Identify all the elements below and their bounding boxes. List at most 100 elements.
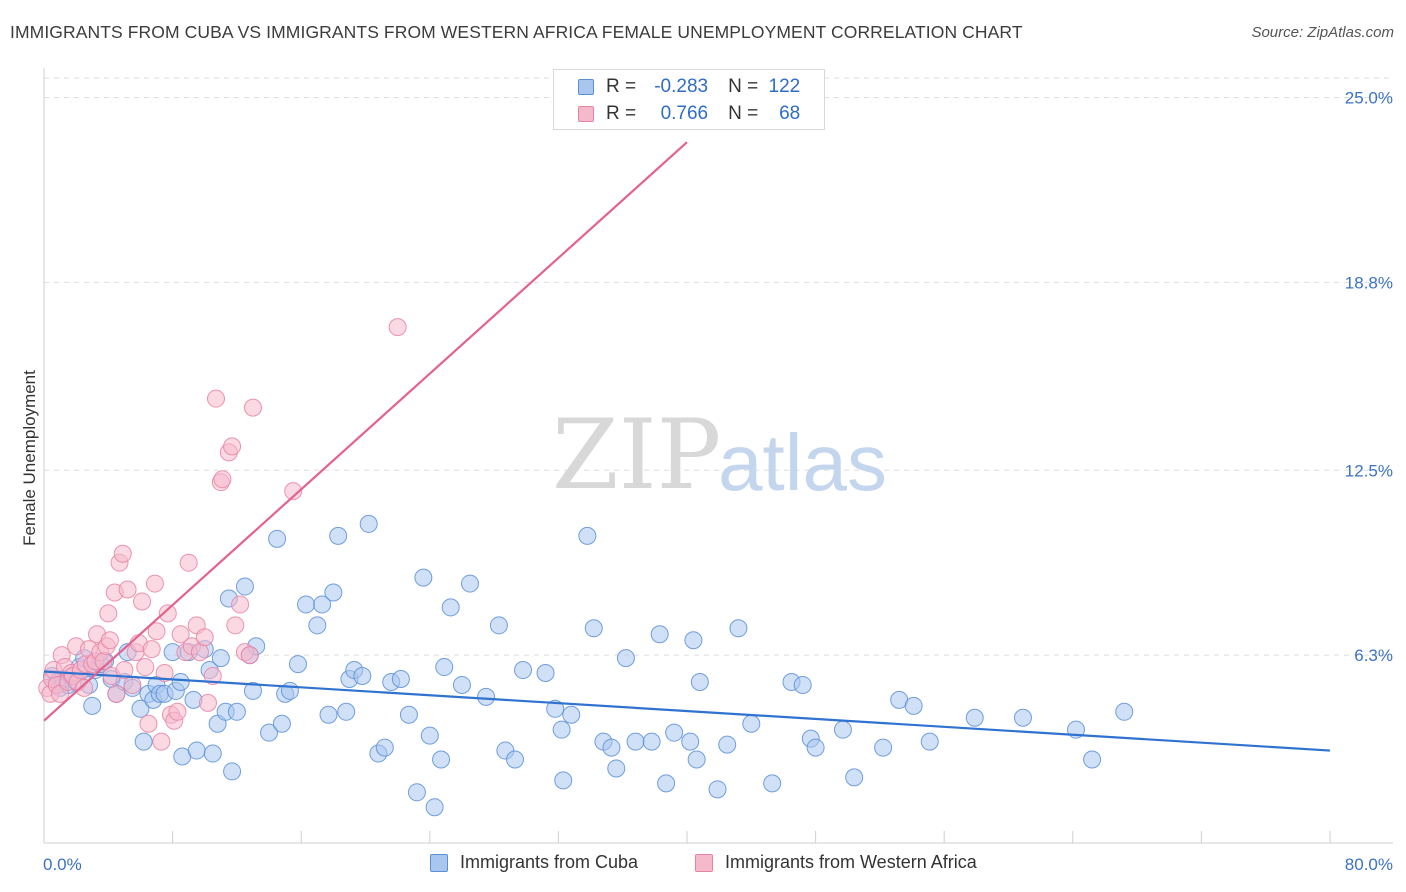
legend-row-western-africa: R = 0.766 N = 68 [578, 101, 800, 127]
cuba-point [391, 669, 410, 688]
cuba-point [407, 783, 426, 802]
cuba-point [268, 529, 287, 548]
cuba-point [554, 771, 573, 790]
series-legend-swatch-cuba [430, 853, 448, 872]
western-africa-point [133, 592, 152, 611]
cuba-point [435, 658, 454, 677]
cuba-point [489, 616, 508, 635]
western-africa-point [113, 544, 132, 563]
cuba-point [308, 616, 327, 635]
western-africa-point [158, 604, 177, 623]
watermark-atlas: atlas [718, 418, 887, 507]
cuba-point [227, 702, 246, 721]
watermark-zip: ZIP [552, 399, 721, 511]
western-africa-point [226, 616, 245, 635]
series-western-africa-points [38, 318, 407, 751]
cuba-point [684, 631, 703, 650]
cuba-point [650, 625, 669, 644]
watermark: ZIP atlas [552, 399, 887, 511]
gridlines [44, 77, 1393, 656]
western-africa-point [136, 658, 155, 677]
western-africa-point [179, 553, 198, 572]
cuba-point [460, 574, 479, 593]
cuba-point [425, 798, 444, 817]
western-africa-point [99, 604, 118, 623]
cuba-point [657, 774, 676, 793]
cuba-point [708, 780, 727, 799]
cuba-point [833, 720, 852, 739]
cuba-point [874, 738, 893, 757]
correlation-legend: R = -0.283 N = 122 R = 0.766 N = 68 [553, 69, 825, 130]
y-axis-title: Female Unemployment [20, 370, 39, 546]
cuba-point [171, 672, 190, 691]
cuba-point [1013, 708, 1032, 727]
x-tick-label-max: 80.0% [1345, 855, 1393, 874]
western-africa-point [107, 684, 126, 703]
cuba-point [546, 699, 565, 718]
series-legend-item-western-africa: Immigrants from Western Africa [695, 852, 977, 873]
cuba-point [324, 583, 343, 602]
western-africa-point [139, 714, 158, 733]
trendline-western-africa [43, 141, 688, 722]
cuba-point [187, 741, 206, 760]
cuba-point [965, 708, 984, 727]
legend-n-label: N = [728, 76, 759, 97]
cuba-point [83, 696, 102, 715]
western-africa-point [145, 574, 164, 593]
cuba-point [505, 750, 524, 769]
series-legend-item-cuba: Immigrants from Cuba [430, 852, 638, 873]
cuba-point [477, 687, 496, 706]
western-africa-point [243, 398, 262, 417]
western-africa-point [198, 693, 217, 712]
western-africa-point [171, 625, 190, 644]
cuba-point [687, 750, 706, 769]
series-legend: Immigrants from Cuba Immigrants from Wes… [0, 852, 1406, 878]
legend-swatch-cuba [578, 79, 594, 95]
legend-r-value-cuba: -0.283 [654, 76, 709, 97]
legend-r-label: R = [606, 103, 637, 124]
cuba-point [353, 667, 372, 686]
western-africa-point [142, 640, 161, 659]
y-tick-label: 25.0% [1345, 89, 1393, 108]
legend-row-cuba: R = -0.283 N = 122 [578, 74, 800, 100]
western-africa-point [223, 437, 242, 456]
cuba-point [562, 705, 581, 724]
cuba-point [223, 762, 242, 781]
cuba-point [763, 774, 782, 793]
cuba-point [452, 675, 471, 694]
cuba-point [904, 696, 923, 715]
western-africa-point [284, 482, 303, 501]
western-africa-point [240, 646, 259, 665]
cuba-point [420, 726, 439, 745]
cuba-point [280, 681, 299, 700]
cuba-point [375, 738, 394, 757]
cuba-point [793, 675, 812, 694]
cuba-point [729, 619, 748, 638]
western-africa-point [155, 664, 174, 683]
cuba-point [578, 526, 597, 545]
cuba-point [432, 750, 451, 769]
y-tick-labels: 6.3% 12.5% 18.8% 25.0% [1345, 89, 1393, 666]
western-africa-point [168, 702, 187, 721]
cuba-point [313, 595, 332, 614]
western-africa-point [152, 732, 171, 751]
cuba-point [297, 595, 316, 614]
cuba-point [536, 664, 555, 683]
cuba-point [626, 732, 645, 751]
cuba-point [399, 705, 418, 724]
western-africa-point [213, 470, 232, 489]
cuba-point [690, 672, 709, 691]
western-africa-point [388, 318, 407, 337]
western-africa-point [231, 595, 250, 614]
legend-n-label: N = [728, 103, 759, 124]
chart-title: IMMIGRANTS FROM CUBA VS IMMIGRANTS FROM … [10, 22, 1023, 42]
western-africa-point [100, 631, 119, 650]
cuba-point [260, 723, 279, 742]
legend-r-value-western-africa: 0.766 [660, 103, 709, 124]
cuba-point [288, 655, 307, 674]
western-africa-point [190, 643, 209, 662]
cuba-point [319, 705, 338, 724]
cuba-point [718, 735, 737, 754]
cuba-point [441, 598, 460, 617]
cuba-point [211, 649, 230, 668]
